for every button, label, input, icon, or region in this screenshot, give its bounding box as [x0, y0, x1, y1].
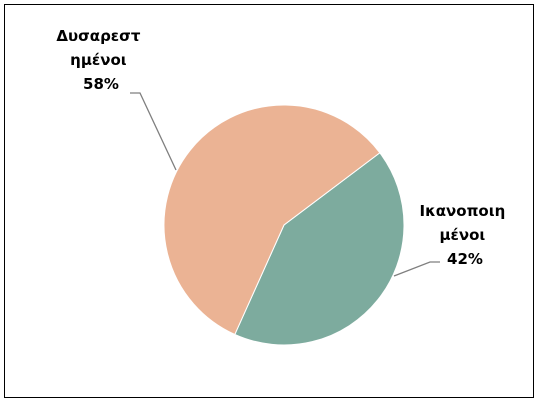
slice-label-satisfied-line2: μένοι — [440, 226, 486, 244]
leader-line-satisfied — [393, 261, 440, 277]
slice-percent-dissatisfied: 58% — [83, 75, 119, 93]
slice-satisfied — [234, 152, 405, 346]
slice-label-dissatisfied-line2: ημένοι — [70, 51, 127, 69]
pie-slices — [163, 104, 405, 346]
slice-dissatisfied — [163, 104, 381, 336]
leader-line-dissatisfied — [130, 92, 177, 171]
slice-label-dissatisfied: Δυσαρεστ ημένοι 58% — [56, 27, 145, 93]
leader-lines — [130, 92, 440, 277]
slice-label-satisfied-line1: Ικανοποιη — [420, 202, 506, 220]
slice-label-dissatisfied-line1: Δυσαρεστ — [56, 27, 140, 45]
slice-percent-satisfied: 42% — [447, 250, 483, 268]
slice-label-satisfied: Ικανοποιη μένοι 42% — [420, 202, 511, 268]
